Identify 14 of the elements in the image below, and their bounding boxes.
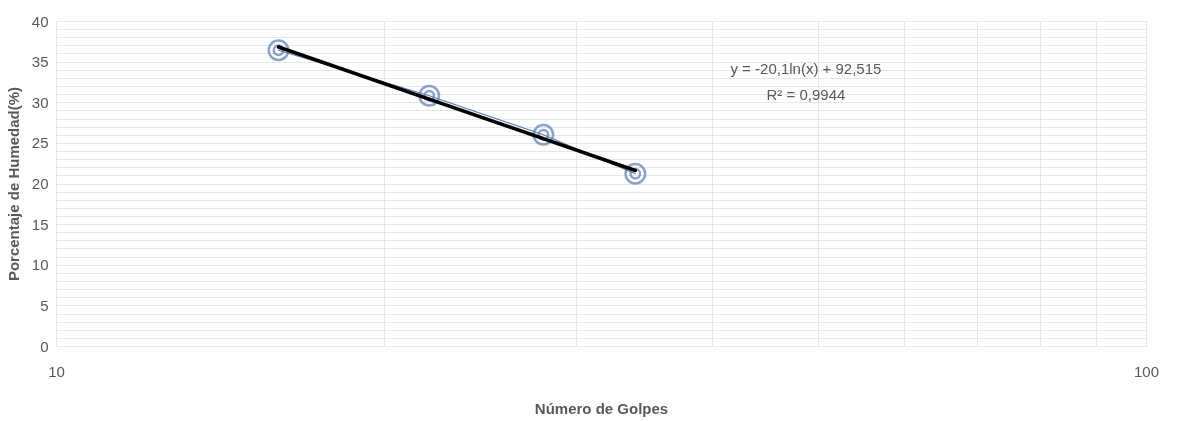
y-tick-label: 20 [31, 175, 49, 192]
y-tick-label: 40 [31, 12, 49, 30]
y-tick-label: 25 [31, 134, 49, 152]
y-tick-label: 5 [40, 296, 49, 314]
x-axis-title: Número de Golpes [534, 399, 669, 417]
y-tick-label: 0 [40, 337, 49, 355]
y-tick-label: 10 [31, 256, 49, 274]
x-tick-label: 100 [1133, 362, 1160, 380]
annotation: R² = 0,9944 [766, 86, 846, 103]
y-tick-label: 15 [31, 215, 49, 233]
y-tick-label: 35 [31, 53, 49, 71]
y-tick-label: 30 [31, 93, 49, 111]
annotation: y = -20,1ln(x) + 92,515 [730, 60, 882, 77]
y-axis-title: Porcentaje de Humedad(%) [4, 86, 22, 282]
